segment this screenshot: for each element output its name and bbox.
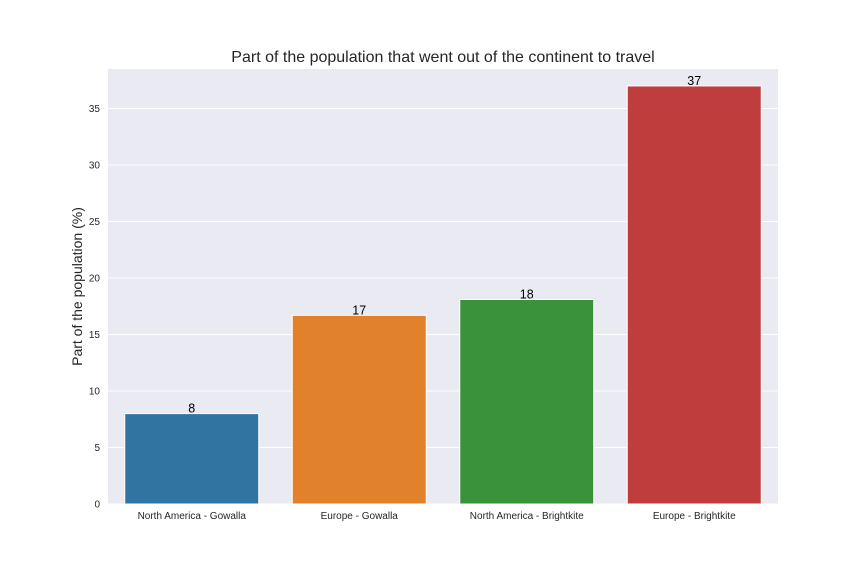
bar-value-label: 17	[352, 303, 366, 317]
y-axis-label: Part of the population (%)	[69, 207, 85, 366]
bar-value-labels: 8 17 18 37	[188, 74, 701, 416]
y-tick-label: 0	[94, 500, 100, 511]
y-tick-label: 20	[89, 274, 101, 285]
bar	[124, 413, 260, 505]
x-tick-label: Europe - Gowalla	[321, 511, 399, 522]
bar-value-label: 18	[520, 287, 534, 301]
y-tick-label: 10	[89, 387, 101, 398]
bar-value-label: 8	[188, 402, 195, 416]
chart-title: Part of the population that went out of …	[231, 49, 654, 66]
y-tick-label: 5	[94, 443, 100, 454]
x-axis-ticks: North America - Gowalla Europe - Gowalla N…	[138, 511, 737, 522]
bar-value-label: 37	[687, 74, 701, 88]
x-tick-label: Europe - Brightkite	[653, 511, 736, 522]
bar	[626, 85, 762, 505]
bar	[459, 298, 595, 505]
y-tick-label: 25	[89, 217, 101, 228]
y-axis-ticks: 0 5 10 15 20 25 30 35	[89, 104, 101, 510]
y-tick-label: 15	[89, 330, 101, 341]
y-tick-label: 30	[89, 161, 101, 172]
y-tick-label: 35	[89, 104, 101, 115]
bar	[291, 314, 427, 505]
bars	[124, 85, 762, 505]
x-tick-label: North America - Brightkite	[470, 511, 584, 522]
x-tick-label: North America - Gowalla	[138, 511, 247, 522]
